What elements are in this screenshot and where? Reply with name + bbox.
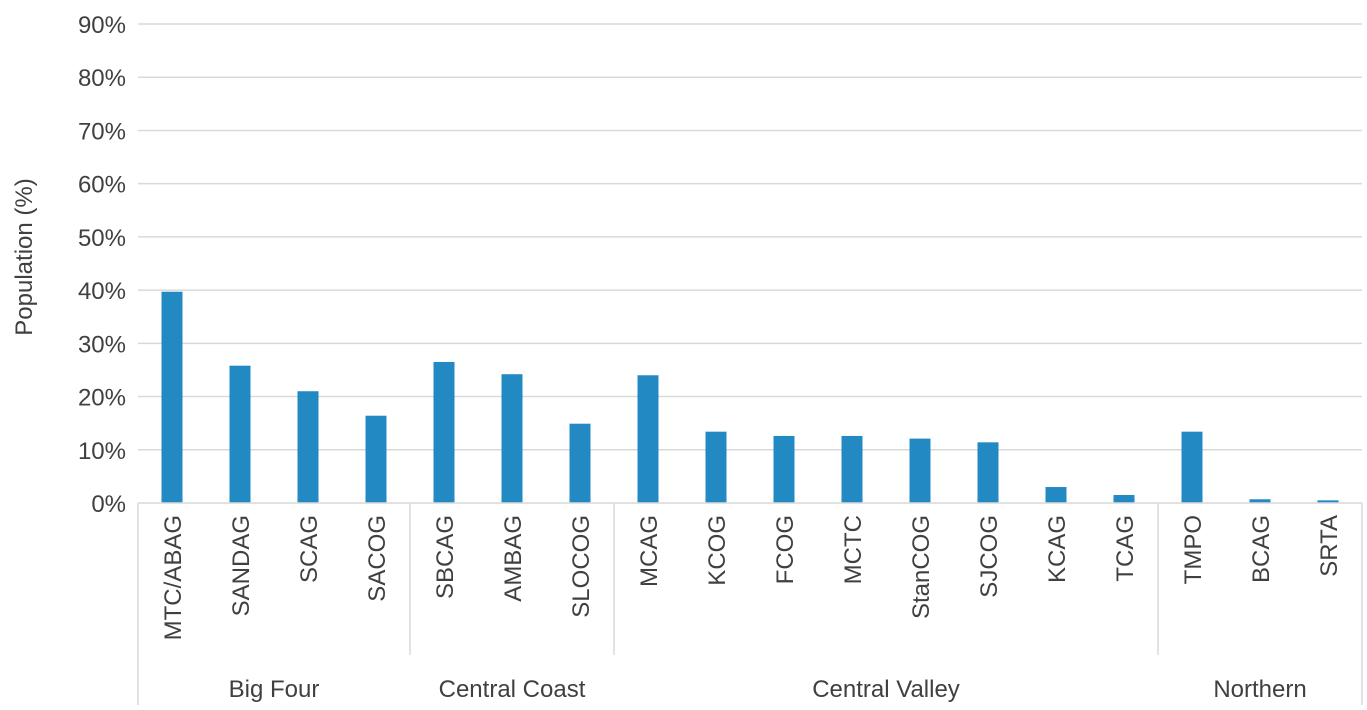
x-tick-label: KCOG bbox=[704, 515, 731, 586]
x-tick-label: SANDAG bbox=[228, 515, 255, 616]
bar bbox=[977, 442, 999, 503]
y-tick-label: 80% bbox=[78, 65, 126, 92]
x-tick-label: FCOG bbox=[772, 515, 799, 584]
x-tick-label: SACOG bbox=[364, 515, 391, 602]
x-tick-label: TCAG bbox=[1112, 515, 1139, 582]
y-tick-label: 0% bbox=[91, 491, 126, 518]
x-tick-label: SRTA bbox=[1316, 515, 1343, 577]
bar bbox=[229, 365, 251, 503]
y-tick-label: 10% bbox=[78, 438, 126, 465]
bar bbox=[1113, 495, 1135, 503]
bar bbox=[365, 415, 387, 503]
y-tick-label: 20% bbox=[78, 385, 126, 412]
bar bbox=[501, 374, 523, 503]
bar bbox=[1249, 499, 1271, 503]
x-tick-label: MTC/ABAG bbox=[160, 515, 187, 640]
y-tick-label: 40% bbox=[78, 278, 126, 305]
y-axis-label: Population (%) bbox=[11, 178, 38, 335]
y-tick-label: 70% bbox=[78, 118, 126, 145]
bar bbox=[1181, 431, 1203, 503]
bar bbox=[433, 361, 455, 503]
bar bbox=[161, 291, 183, 503]
bar bbox=[705, 431, 727, 503]
y-tick-label: 60% bbox=[78, 172, 126, 199]
y-tick-label: 50% bbox=[78, 225, 126, 252]
bar bbox=[637, 375, 659, 503]
bar bbox=[841, 435, 863, 503]
x-tick-label: StanCOG bbox=[908, 515, 935, 619]
y-tick-label: 90% bbox=[78, 12, 126, 39]
bar bbox=[909, 438, 931, 503]
bar bbox=[1317, 500, 1339, 503]
group-label: Big Four bbox=[229, 676, 320, 703]
group-label: Central Coast bbox=[439, 676, 586, 703]
x-tick-label: SBCAG bbox=[432, 515, 459, 599]
x-tick-label: MCAG bbox=[636, 515, 663, 587]
x-tick-label: MCTC bbox=[840, 515, 867, 584]
y-tick-label: 30% bbox=[78, 331, 126, 358]
x-tick-label: BCAG bbox=[1248, 515, 1275, 583]
bar bbox=[1045, 487, 1067, 503]
x-tick-label: KCAG bbox=[1044, 515, 1071, 583]
x-tick-label: SJCOG bbox=[976, 515, 1003, 598]
group-label: Central Valley bbox=[812, 676, 960, 703]
x-tick-label: TMPO bbox=[1180, 515, 1207, 584]
x-tick-label: SLOCOG bbox=[568, 515, 595, 618]
x-tick-label: SCAG bbox=[296, 515, 323, 583]
bar bbox=[297, 391, 319, 503]
bar bbox=[569, 423, 591, 503]
bar bbox=[773, 435, 795, 503]
x-tick-label: AMBAG bbox=[500, 515, 527, 602]
group-label: Northern bbox=[1213, 676, 1306, 703]
